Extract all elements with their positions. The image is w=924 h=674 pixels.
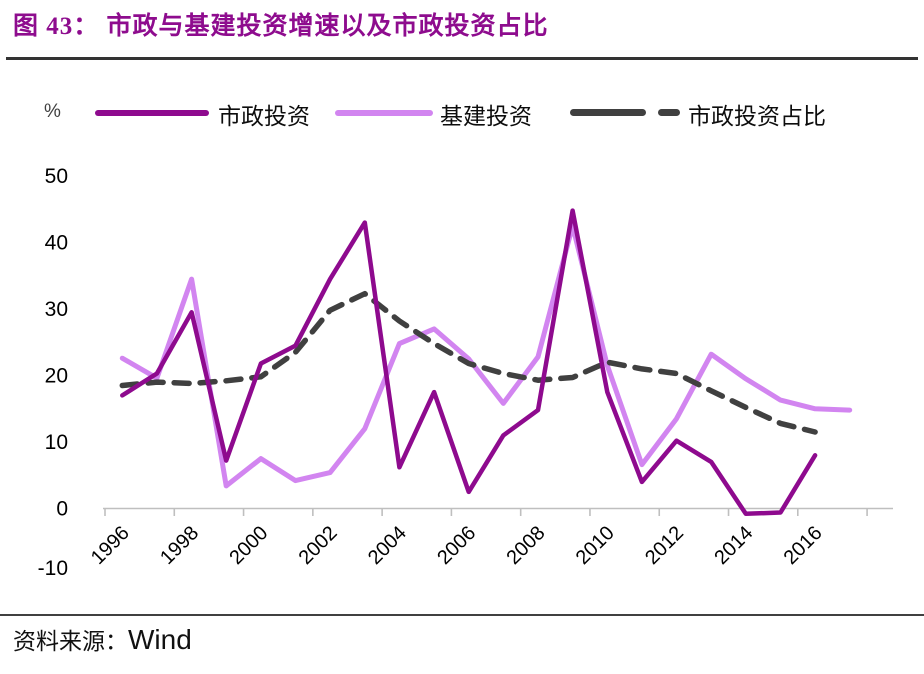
svg-text:1996: 1996 bbox=[87, 522, 134, 569]
svg-text:40: 40 bbox=[45, 232, 68, 255]
legend-label-infrastructure: 基建投资 bbox=[440, 103, 532, 129]
source-name: Wind bbox=[128, 624, 192, 655]
svg-text:-10: -10 bbox=[38, 557, 68, 580]
svg-text:10: 10 bbox=[45, 431, 68, 454]
y-axis-unit-label: % bbox=[44, 101, 61, 122]
legend-label-municipal: 市政投资 bbox=[218, 103, 310, 129]
legend-dash-share-short bbox=[658, 109, 680, 116]
legend-dash-share bbox=[570, 109, 646, 116]
legend-line-infrastructure bbox=[335, 110, 433, 116]
svg-text:2012: 2012 bbox=[641, 522, 688, 569]
legend-line-municipal bbox=[95, 110, 209, 116]
svg-text:30: 30 bbox=[45, 298, 68, 321]
svg-text:0: 0 bbox=[56, 498, 68, 521]
svg-text:1998: 1998 bbox=[156, 522, 203, 569]
svg-text:2004: 2004 bbox=[364, 522, 411, 569]
svg-text:2006: 2006 bbox=[433, 522, 480, 569]
svg-text:2002: 2002 bbox=[295, 522, 342, 569]
svg-text:2014: 2014 bbox=[710, 522, 757, 569]
svg-text:2016: 2016 bbox=[780, 522, 827, 569]
svg-text:2010: 2010 bbox=[572, 522, 619, 569]
svg-text:50: 50 bbox=[45, 165, 68, 188]
figure-title: 图 43： 市政与基建投资增速以及市政投资占比 bbox=[13, 13, 549, 40]
footer-divider bbox=[0, 614, 924, 616]
title-divider bbox=[6, 57, 918, 60]
source-prefix: 资料来源： bbox=[13, 629, 128, 654]
source-note: 资料来源：Wind bbox=[13, 622, 192, 656]
svg-text:2000: 2000 bbox=[225, 522, 272, 569]
svg-text:20: 20 bbox=[45, 365, 68, 388]
svg-text:2008: 2008 bbox=[502, 522, 549, 569]
legend-label-share: 市政投资占比 bbox=[688, 103, 826, 129]
